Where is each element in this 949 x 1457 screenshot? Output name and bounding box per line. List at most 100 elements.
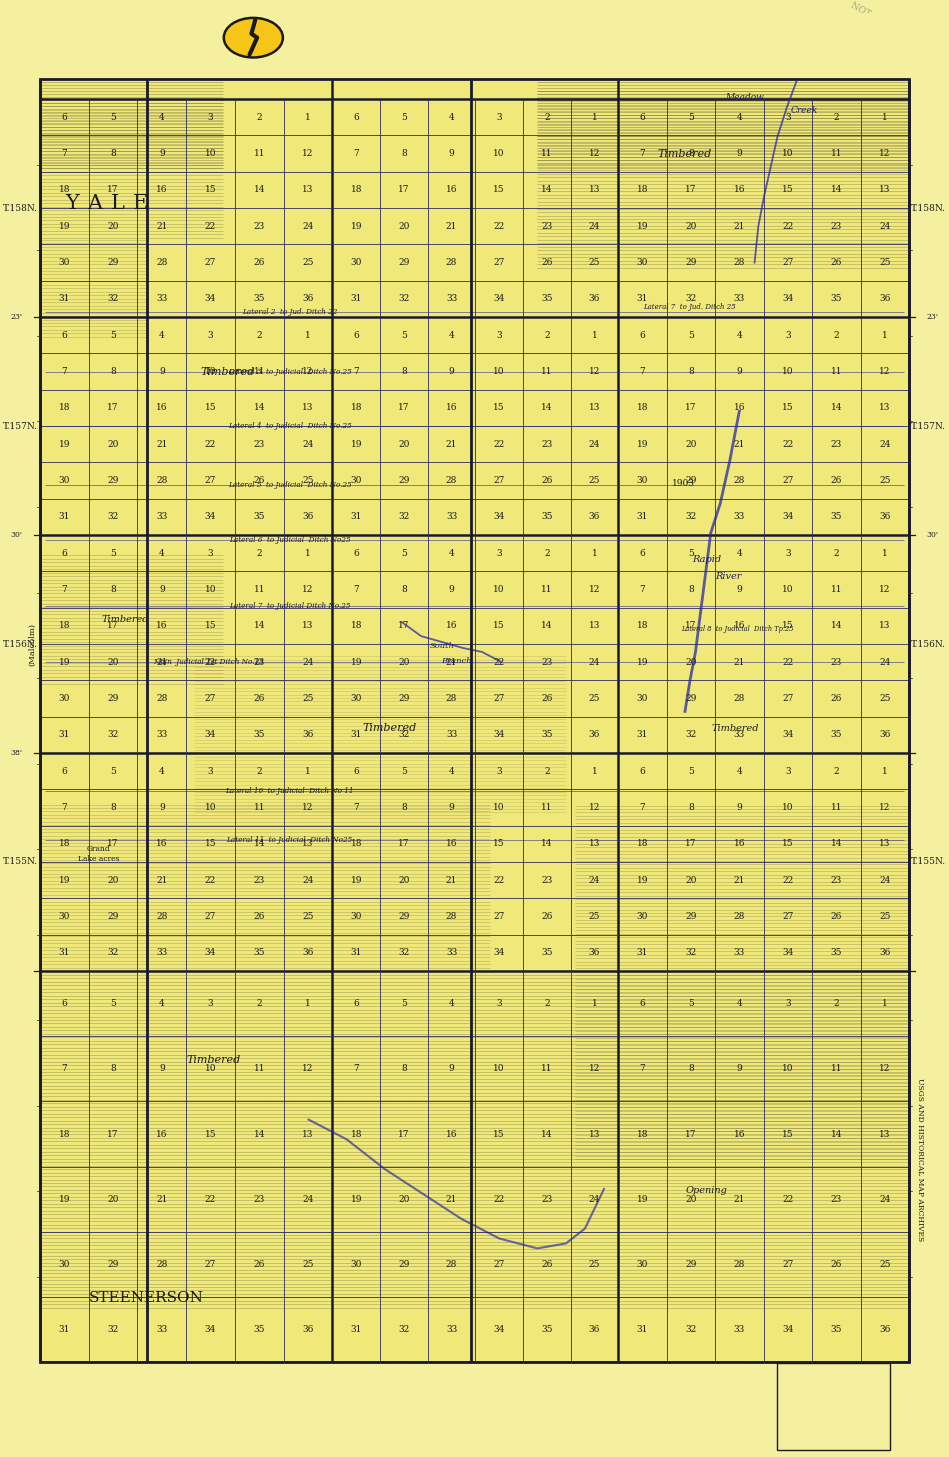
Text: 11: 11 (253, 586, 265, 594)
Text: 29: 29 (107, 258, 119, 267)
Text: 32: 32 (685, 1326, 697, 1335)
Text: 21: 21 (446, 221, 457, 230)
Text: 27: 27 (493, 258, 505, 267)
Text: 5 Km: 5 Km (400, 1409, 417, 1413)
Text: 18: 18 (350, 404, 362, 412)
Bar (40, 79, 909, 1362)
Text: (Winterroad): (Winterroad) (434, 58, 515, 71)
Text: 15: 15 (782, 621, 793, 631)
Text: 24: 24 (588, 440, 600, 449)
Text: 8: 8 (401, 367, 407, 376)
Text: 16: 16 (446, 1129, 457, 1138)
Text: 19: 19 (637, 440, 648, 449)
Text: 29: 29 (107, 912, 119, 921)
Text: 11: 11 (541, 586, 552, 594)
Text: 8: 8 (401, 1064, 407, 1074)
Text: 22: 22 (782, 876, 793, 884)
Text: 4: 4 (449, 112, 455, 122)
Text: 6: 6 (640, 112, 645, 122)
Text: 24: 24 (879, 221, 890, 230)
Text: 30: 30 (350, 912, 362, 921)
Text: 14: 14 (541, 185, 552, 194)
Text: 23: 23 (541, 1195, 552, 1203)
Text: 10': 10' (326, 1389, 339, 1396)
Text: 3: 3 (785, 112, 791, 122)
Text: 15: 15 (205, 839, 216, 848)
Text: 13: 13 (879, 404, 890, 412)
Text: 13: 13 (303, 839, 314, 848)
Text: 16: 16 (734, 621, 745, 631)
Text: 24: 24 (879, 876, 890, 884)
Text: 23': 23' (926, 313, 939, 321)
Text: 29: 29 (685, 912, 697, 921)
Text: 36: 36 (879, 730, 890, 739)
Text: 28: 28 (156, 258, 167, 267)
Text: 26: 26 (541, 694, 552, 704)
Text: 13: 13 (588, 1129, 600, 1138)
Text: 5: 5 (688, 766, 694, 775)
Text: 21: 21 (734, 440, 745, 449)
Text: 25: 25 (303, 694, 314, 704)
Text: 13: 13 (879, 185, 890, 194)
Text: 5: 5 (401, 549, 407, 558)
Text: 35: 35 (830, 294, 842, 303)
Text: 2: 2 (833, 1000, 839, 1008)
Text: 8: 8 (688, 1064, 694, 1074)
Text: 14: 14 (253, 185, 265, 194)
Text: 3: 3 (208, 549, 214, 558)
Text: 34: 34 (205, 730, 216, 739)
Text: 7: 7 (640, 367, 645, 376)
Text: Y: Y (65, 194, 79, 213)
Text: OLD: OLD (86, 1386, 134, 1405)
Text: 3: 3 (785, 766, 791, 775)
Text: 9: 9 (449, 149, 455, 159)
Text: 21: 21 (156, 1195, 167, 1203)
Text: 25: 25 (303, 476, 314, 485)
Text: 35: 35 (253, 730, 265, 739)
Text: 9: 9 (736, 586, 742, 594)
Text: 29: 29 (107, 476, 119, 485)
Text: 34: 34 (205, 513, 216, 522)
Text: 30: 30 (637, 912, 648, 921)
Text: 6: 6 (62, 766, 67, 775)
Text: 14: 14 (541, 621, 552, 631)
Text: 15: 15 (493, 185, 505, 194)
Text: Meadow: Meadow (726, 93, 765, 102)
Text: 20: 20 (685, 657, 697, 667)
Text: 17: 17 (107, 185, 119, 194)
Text: 13: 13 (879, 839, 890, 848)
Text: 29: 29 (399, 476, 410, 485)
Text: 4: 4 (449, 549, 455, 558)
Text: 30: 30 (637, 258, 648, 267)
Text: 3: 3 (496, 1000, 502, 1008)
Text: USGS AND HISTORICAL MAP ARCHIVES: USGS AND HISTORICAL MAP ARCHIVES (917, 1078, 924, 1241)
Text: 17: 17 (107, 839, 119, 848)
Text: 34: 34 (493, 1326, 505, 1335)
Text: 22: 22 (205, 221, 216, 230)
Text: RETURN TO:: RETURN TO: (316, 1434, 377, 1442)
Text: 18: 18 (637, 185, 648, 194)
Text: 12: 12 (588, 586, 600, 594)
Text: 17: 17 (107, 1129, 119, 1138)
Text: 13: 13 (879, 1129, 890, 1138)
Text: 35: 35 (830, 949, 842, 957)
Text: 8: 8 (110, 367, 116, 376)
Text: 4: 4 (736, 331, 742, 339)
Text: 27: 27 (493, 694, 505, 704)
Text: 38': 38' (10, 749, 23, 758)
Text: 36: 36 (879, 294, 890, 303)
Text: 34: 34 (782, 1326, 793, 1335)
Text: 1000: 1000 (201, 1393, 216, 1397)
Text: 25: 25 (879, 476, 890, 485)
Text: 26: 26 (541, 258, 552, 267)
Text: 10: 10 (205, 803, 216, 812)
Text: 32: 32 (399, 294, 410, 303)
Text: 9: 9 (449, 586, 455, 594)
Text: 34: 34 (205, 1326, 216, 1335)
Text: 516-S-II-E/2: 516-S-II-E/2 (401, 38, 548, 58)
Text: 28: 28 (734, 476, 745, 485)
Text: 3: 3 (340, 1374, 344, 1383)
Text: 5: 5 (401, 112, 407, 122)
Text: 30: 30 (637, 694, 648, 704)
Text: 13: 13 (588, 621, 600, 631)
